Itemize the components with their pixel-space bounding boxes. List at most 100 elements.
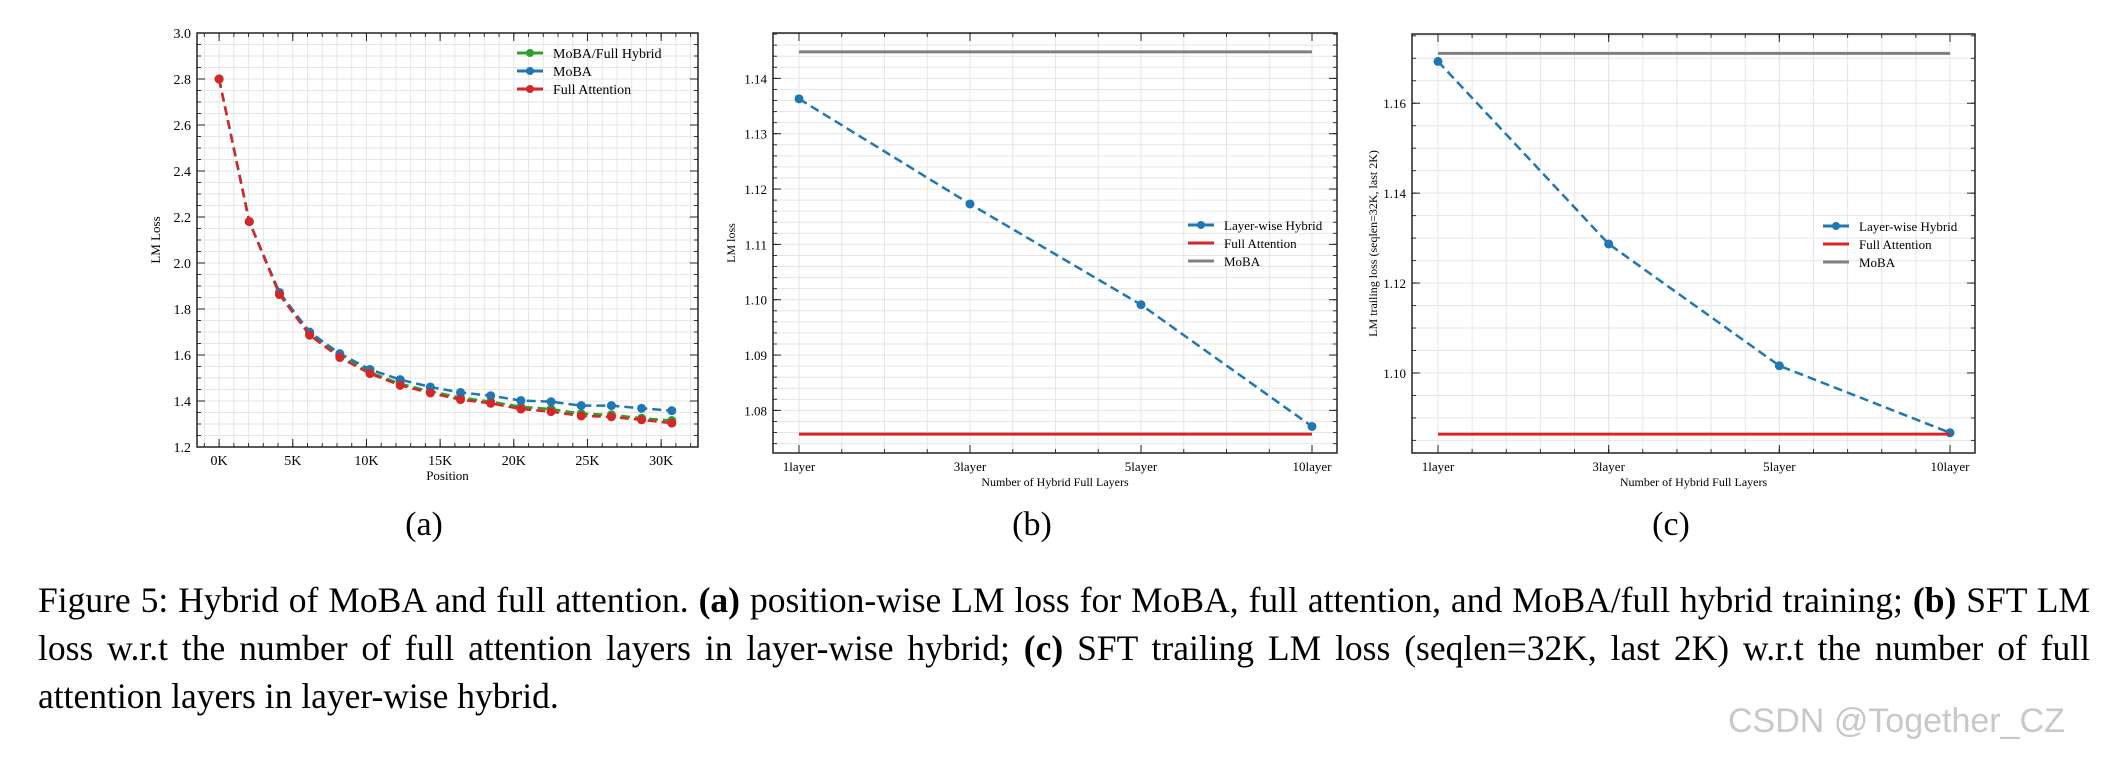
y-axis-label: LM trailing loss (seqlen=32K, last 2K) bbox=[1366, 150, 1380, 337]
y-tick-label: 1.10 bbox=[1383, 366, 1406, 381]
y-tick-label: 1.2 bbox=[174, 441, 192, 456]
data-point bbox=[965, 199, 975, 209]
y-tick-label: 1.10 bbox=[744, 293, 767, 308]
caption-text: Figure 5: Hybrid of MoBA and full attent… bbox=[38, 580, 699, 620]
legend-marker bbox=[1832, 222, 1840, 230]
caption-ref-b: (b) bbox=[1912, 580, 1957, 620]
y-tick-label: 3.0 bbox=[174, 27, 192, 42]
y-tick-label: 1.14 bbox=[744, 71, 767, 86]
plot-frame bbox=[1411, 33, 1976, 454]
subfigure-label-b: (b) bbox=[1012, 506, 1052, 543]
y-tick-label: 1.16 bbox=[1383, 96, 1406, 111]
x-tick-label: 3layer bbox=[1592, 459, 1625, 474]
series-layer-wise-hybrid bbox=[794, 94, 1317, 431]
legend-label: Layer-wise Hybrid bbox=[1859, 219, 1958, 234]
data-point bbox=[1307, 421, 1317, 431]
data-point bbox=[274, 290, 284, 300]
data-point bbox=[637, 415, 647, 425]
data-point bbox=[486, 398, 496, 408]
watermark: CSDN @Together_CZ bbox=[1728, 702, 2065, 740]
data-point bbox=[305, 330, 315, 340]
data-point bbox=[546, 397, 556, 407]
y-tick-label: 1.12 bbox=[744, 182, 767, 197]
x-tick-label: 10K bbox=[354, 454, 378, 469]
x-tick-label: 30K bbox=[649, 454, 673, 469]
series-line bbox=[798, 97, 1313, 428]
series-layer-wise-hybrid bbox=[1433, 56, 1955, 438]
legend-label: MoBA bbox=[1224, 254, 1261, 269]
y-axis-label: LM loss bbox=[724, 223, 738, 263]
data-point bbox=[244, 217, 254, 227]
series-line bbox=[217, 78, 672, 422]
legend-label: Full Attention bbox=[1224, 236, 1297, 251]
series-line bbox=[217, 78, 672, 425]
x-tick-label: 15K bbox=[428, 454, 452, 469]
series-line bbox=[1437, 60, 1951, 434]
data-point bbox=[335, 353, 345, 363]
data-point bbox=[425, 388, 435, 398]
series-full-attention bbox=[214, 74, 677, 428]
y-tick-label: 2.0 bbox=[174, 257, 192, 272]
data-point bbox=[456, 387, 466, 397]
x-tick-label: 20K bbox=[502, 454, 526, 469]
data-point bbox=[365, 369, 375, 379]
data-point bbox=[516, 396, 526, 406]
data-point bbox=[606, 401, 616, 411]
legend-marker bbox=[526, 85, 534, 93]
data-point bbox=[794, 94, 804, 104]
y-tick-label: 2.2 bbox=[174, 211, 192, 226]
x-tick-label: 3layer bbox=[954, 459, 987, 474]
data-point bbox=[486, 391, 496, 401]
x-axis-label: Position bbox=[426, 468, 469, 483]
plot-frame bbox=[196, 32, 699, 448]
x-tick-label: 5K bbox=[284, 454, 301, 469]
y-tick-label: 1.09 bbox=[744, 348, 767, 363]
data-point bbox=[637, 403, 647, 413]
data-point bbox=[1136, 300, 1146, 310]
caption-ref-a: (a) bbox=[698, 580, 741, 620]
caption-text: SFT trailing LM loss (seqlen=32K, last 2… bbox=[38, 628, 2090, 716]
y-tick-label: 2.6 bbox=[174, 119, 192, 134]
legend-marker bbox=[1197, 221, 1205, 229]
data-point bbox=[546, 407, 556, 417]
y-tick-label: 2.4 bbox=[174, 165, 192, 180]
series-moba bbox=[214, 74, 677, 416]
caption-ref-c: (c) bbox=[1023, 628, 1064, 668]
x-tick-label: 5layer bbox=[1763, 459, 1796, 474]
series-line bbox=[217, 78, 672, 412]
subfigure-label-c: (c) bbox=[1652, 506, 1690, 543]
data-point bbox=[606, 412, 616, 422]
legend-label: Full Attention bbox=[1859, 237, 1932, 252]
x-tick-label: 1layer bbox=[783, 459, 816, 474]
x-tick-label: 10layer bbox=[1931, 459, 1971, 474]
legend-label: MoBA bbox=[553, 65, 593, 80]
chart-c: 1.10 1.12 1.14 1.16 1layer 3layer 5layer 10laye… bbox=[1366, 33, 1976, 489]
chart-b: 1.08 1.09 1.10 1.11 1.12 1.13 1.14 1layer 3layer… bbox=[724, 32, 1338, 489]
caption-text: SFT LM loss w.r.t the number of full att… bbox=[38, 580, 2091, 668]
series-moba-full-hybrid bbox=[214, 74, 677, 426]
x-tick-label: 1layer bbox=[1422, 459, 1455, 474]
legend-label: MoBA/Full Hybrid bbox=[553, 47, 662, 62]
data-point bbox=[395, 380, 405, 390]
x-tick-label: 25K bbox=[575, 454, 599, 469]
legend-label: Layer-wise Hybrid bbox=[1224, 218, 1323, 233]
data-point bbox=[1604, 239, 1614, 249]
legend-label: MoBA bbox=[1859, 255, 1896, 270]
subfigure-label-a: (a) bbox=[405, 506, 443, 543]
legend-marker bbox=[526, 49, 534, 57]
data-point bbox=[1774, 361, 1784, 371]
chart-a: 1.2 1.4 1.6 1.8 2.0 2.2 2.4 2.6 2.8 3.0 0K 5K 10K 15K… bbox=[148, 27, 699, 483]
data-point bbox=[214, 74, 224, 84]
data-point bbox=[667, 418, 677, 428]
data-point bbox=[516, 404, 526, 414]
plot-frame bbox=[772, 32, 1338, 454]
y-tick-label: 1.08 bbox=[744, 403, 767, 418]
x-tick-label: 10layer bbox=[1293, 459, 1333, 474]
caption-text: position-wise LM loss for MoBA, full att… bbox=[740, 580, 1913, 620]
y-tick-label: 1.13 bbox=[744, 127, 767, 142]
figure-caption: Figure 5: Hybrid of MoBA and full attent… bbox=[38, 576, 2090, 720]
y-tick-label: 2.8 bbox=[174, 73, 192, 88]
data-point bbox=[576, 411, 586, 421]
x-axis-label: Number of Hybrid Full Layers bbox=[1620, 475, 1768, 489]
